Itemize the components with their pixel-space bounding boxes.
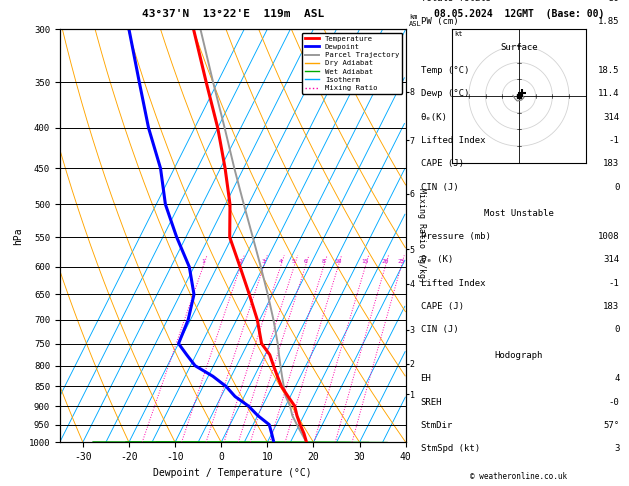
Text: 5: 5 (292, 259, 296, 264)
Text: km
ASL: km ASL (409, 14, 421, 27)
Text: 3: 3 (262, 259, 265, 264)
Text: Surface: Surface (500, 43, 538, 52)
Text: 57°: 57° (603, 421, 620, 430)
Text: Lifted Index: Lifted Index (421, 136, 485, 145)
Text: -1: -1 (609, 278, 620, 288)
Text: 10: 10 (334, 259, 342, 264)
Text: Hodograph: Hodograph (495, 351, 543, 360)
Text: kt: kt (454, 31, 462, 37)
Text: 43°37'N  13°22'E  119m  ASL: 43°37'N 13°22'E 119m ASL (142, 9, 324, 19)
Text: 183: 183 (603, 302, 620, 311)
Text: θₑ (K): θₑ (K) (421, 255, 453, 264)
Text: 4: 4 (614, 374, 620, 383)
Text: PW (cm): PW (cm) (421, 17, 458, 26)
Text: 314: 314 (603, 255, 620, 264)
Text: 6: 6 (303, 259, 307, 264)
Text: 15: 15 (362, 259, 369, 264)
Text: 0: 0 (614, 325, 620, 334)
Text: 2: 2 (238, 259, 242, 264)
Text: 4: 4 (279, 259, 282, 264)
Text: EH: EH (421, 374, 431, 383)
Text: Temp (°C): Temp (°C) (421, 66, 469, 75)
Y-axis label: hPa: hPa (13, 227, 23, 244)
Text: StmSpd (kt): StmSpd (kt) (421, 444, 480, 453)
Text: 1.85: 1.85 (598, 17, 620, 26)
Text: 1008: 1008 (598, 232, 620, 241)
Text: Most Unstable: Most Unstable (484, 208, 554, 218)
Text: CIN (J): CIN (J) (421, 183, 458, 192)
Text: θₑ(K): θₑ(K) (421, 113, 447, 122)
Text: 314: 314 (603, 113, 620, 122)
Text: Pressure (mb): Pressure (mb) (421, 232, 491, 241)
Legend: Temperature, Dewpoint, Parcel Trajectory, Dry Adiabat, Wet Adiabat, Isotherm, Mi: Temperature, Dewpoint, Parcel Trajectory… (302, 33, 402, 94)
Text: 50: 50 (609, 0, 620, 3)
Text: 18.5: 18.5 (598, 66, 620, 75)
Text: StmDir: StmDir (421, 421, 453, 430)
Text: 20: 20 (381, 259, 389, 264)
Text: 8: 8 (321, 259, 325, 264)
Text: 3: 3 (614, 444, 620, 453)
Text: -0: -0 (609, 398, 620, 407)
Text: Totals Totals: Totals Totals (421, 0, 491, 3)
Text: 25: 25 (397, 259, 404, 264)
Text: Lifted Index: Lifted Index (421, 278, 485, 288)
Text: SREH: SREH (421, 398, 442, 407)
Y-axis label: Mixing Ratio (g/kg): Mixing Ratio (g/kg) (417, 188, 426, 283)
Text: CIN (J): CIN (J) (421, 325, 458, 334)
Text: Dewp (°C): Dewp (°C) (421, 89, 469, 99)
X-axis label: Dewpoint / Temperature (°C): Dewpoint / Temperature (°C) (153, 468, 312, 478)
Text: © weatheronline.co.uk: © weatheronline.co.uk (470, 472, 567, 481)
Text: 0: 0 (614, 183, 620, 192)
Text: 11.4: 11.4 (598, 89, 620, 99)
Text: 1: 1 (201, 259, 205, 264)
Text: CAPE (J): CAPE (J) (421, 159, 464, 169)
Text: CAPE (J): CAPE (J) (421, 302, 464, 311)
Text: 183: 183 (603, 159, 620, 169)
Text: 08.05.2024  12GMT  (Base: 00): 08.05.2024 12GMT (Base: 00) (434, 9, 604, 19)
Text: -1: -1 (609, 136, 620, 145)
